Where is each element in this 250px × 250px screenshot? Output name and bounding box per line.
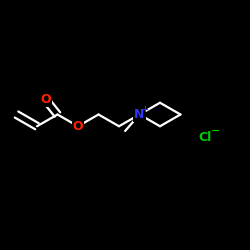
Text: −: − xyxy=(211,126,220,136)
Text: O: O xyxy=(40,93,50,106)
Text: O: O xyxy=(73,120,83,133)
Text: +: + xyxy=(142,104,148,114)
Text: N: N xyxy=(134,108,145,121)
Text: Cl: Cl xyxy=(198,131,211,144)
